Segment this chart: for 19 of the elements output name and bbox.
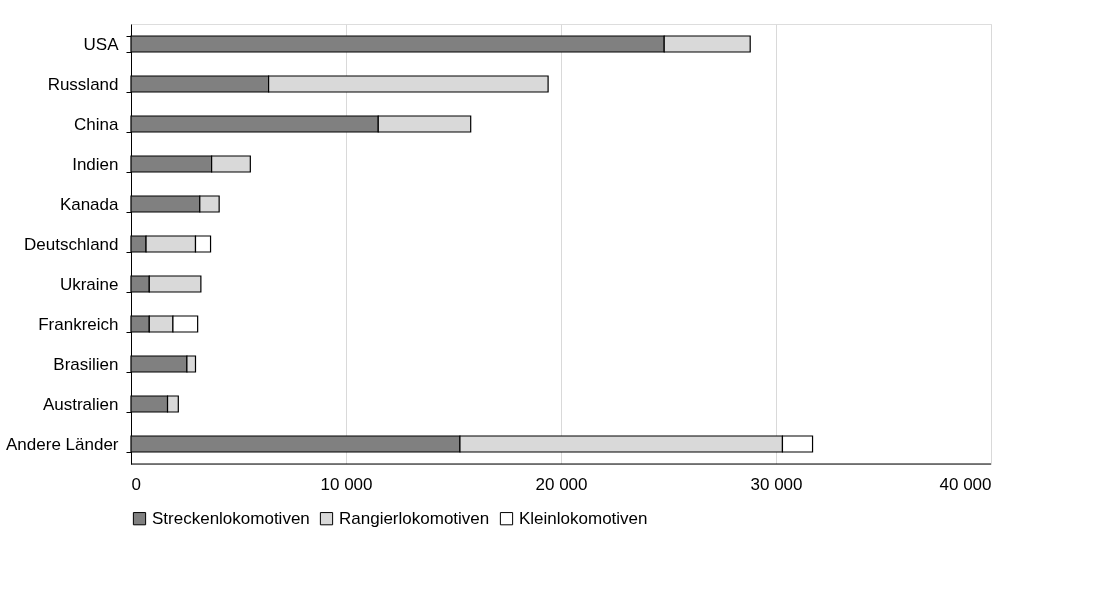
x-tick-label: 30 000 — [750, 474, 803, 494]
legend-label: Streckenlokomotiven — [152, 508, 310, 528]
x-tick-label: 0 — [131, 474, 141, 494]
x-tick-label: 40 000 — [939, 474, 992, 494]
y-tick-label: Brasilien — [53, 354, 119, 374]
legend-label: Rangierlokomotiven — [339, 508, 490, 528]
y-tick-label: Deutschland — [23, 234, 119, 254]
x-tick-label: 20 000 — [535, 474, 588, 494]
legend-label: Kleinlokomotiven — [519, 508, 648, 528]
y-tick-label: Australien — [42, 394, 119, 414]
y-tick-label: China — [74, 114, 120, 134]
y-tick-label: Andere Länder — [6, 434, 119, 454]
y-tick-label: USA — [83, 34, 120, 54]
y-tick-label: Russland — [47, 74, 119, 94]
y-tick-label: Indien — [72, 154, 119, 174]
y-tick-label: Kanada — [59, 194, 120, 214]
y-tick-label: Ukraine — [59, 274, 119, 294]
y-tick-label: Frankreich — [38, 314, 119, 334]
x-tick-label: 10 000 — [320, 474, 373, 494]
